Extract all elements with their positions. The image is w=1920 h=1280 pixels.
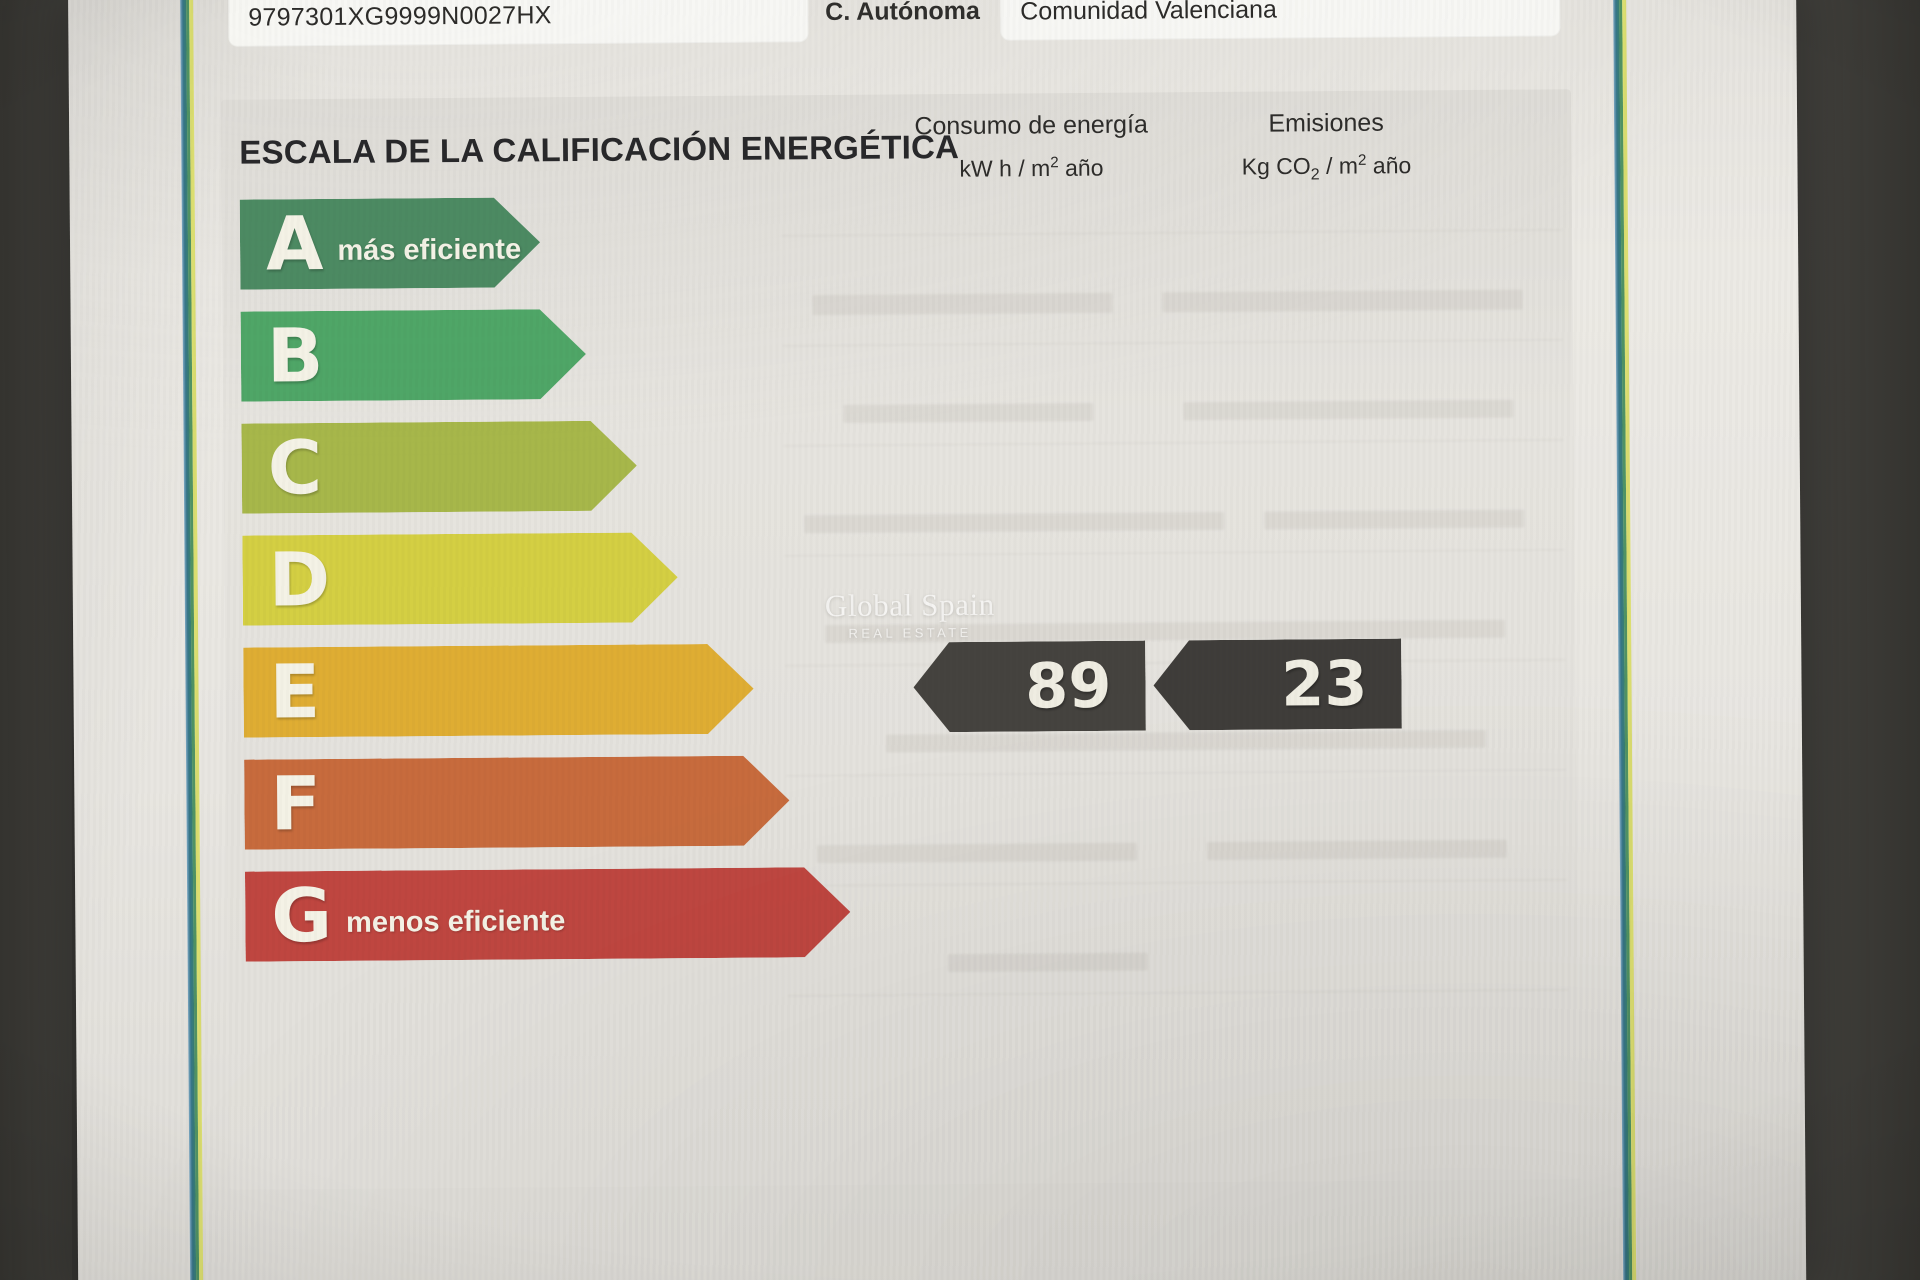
rating-letter-f: F: [270, 761, 322, 848]
rating-letter-g: G: [270, 872, 333, 960]
consumo-value: 89: [1024, 648, 1112, 723]
right-edge-color-rule: [1612, 0, 1637, 1280]
certificate-content: Referencia/s catastral/es 9797301XG9999N…: [198, 0, 1608, 1280]
consumo-unit-text: kW h / m2 año: [959, 154, 1104, 182]
rating-letter-e: E: [269, 649, 321, 736]
rating-bar-c: C: [241, 421, 637, 514]
emisiones-value-badge: 23: [1153, 639, 1402, 731]
cadastral-reference-row: Referencia/s catastral/es 9797301XG9999N…: [220, 0, 1566, 85]
rating-row-e: E: [233, 633, 1034, 751]
energy-certificate-paper: Referencia/s catastral/es 9797301XG9999N…: [68, 0, 1807, 1280]
autonomous-region-value: Comunidad Valenciana: [1020, 0, 1277, 26]
emisiones-unit-text: Kg CO2 / m2 año: [1241, 151, 1412, 184]
rating-bar-b: B: [241, 309, 587, 402]
rating-row-g: G menos eficiente: [235, 857, 1036, 975]
rating-letter-d: D: [268, 536, 331, 624]
emisiones-header-text: Emisiones: [1268, 108, 1384, 138]
rating-bar-e: E: [243, 644, 754, 738]
rating-row-f: F: [234, 745, 1035, 863]
rating-bar-g: G menos eficiente: [245, 867, 851, 962]
rating-bar-d: D: [242, 532, 678, 625]
cadastral-reference-value: 9797301XG9999N0027HX: [248, 1, 552, 32]
consumo-value-badge: 89: [913, 641, 1146, 733]
rating-row-a: A más eficiente: [230, 185, 1031, 303]
scale-title: ESCALA DE LA CALIFICACIÓN ENERGÉTICA: [239, 128, 960, 171]
rating-row-d: D: [232, 521, 1033, 639]
most-efficient-note: más eficiente: [337, 232, 522, 267]
rating-row-b: B: [231, 297, 1032, 415]
column-header-consumo: Consumo de energía kW h / m2 año: [881, 110, 1182, 183]
emisiones-value: 23: [1280, 646, 1368, 721]
least-efficient-note: menos eficiente: [345, 904, 566, 939]
consumo-header-text: Consumo de energía: [914, 110, 1148, 141]
rating-letter-b: B: [266, 313, 324, 400]
column-header-emisiones: Emisiones Kg CO2 / m2 año: [1176, 108, 1477, 186]
rating-bar-f: F: [244, 755, 790, 849]
rating-letter-a: A: [265, 201, 324, 288]
autonomous-region-label: C. Autónoma: [825, 0, 980, 27]
rating-bar-a: A más eficiente: [240, 197, 541, 289]
background-surface-right: [1790, 0, 1920, 1280]
energy-rating-scale-panel: ESCALA DE LA CALIFICACIÓN ENERGÉTICA Con…: [220, 89, 1580, 1190]
rating-letter-c: C: [267, 425, 323, 512]
rating-bars: A más eficiente B C: [230, 185, 1036, 975]
background-surface-left: [0, 0, 72, 1280]
rating-row-c: C: [231, 409, 1032, 527]
